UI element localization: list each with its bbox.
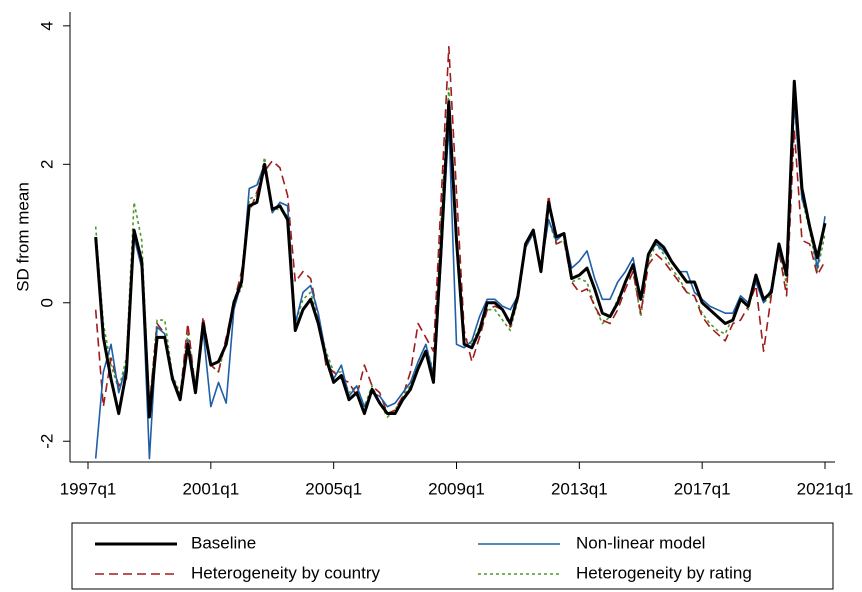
- x-tick-label: 2013q1: [551, 479, 608, 498]
- y-tick-label: 0: [37, 298, 56, 307]
- x-tick-label: 2021q1: [797, 479, 854, 498]
- y-tick-label: 2: [37, 160, 56, 169]
- x-tick-label: 2009q1: [428, 479, 485, 498]
- x-tick-label: 1997q1: [60, 479, 117, 498]
- series-line: [94, 101, 826, 460]
- y-tick-label: 4: [37, 21, 56, 30]
- series-line: [94, 79, 827, 419]
- x-tick-label: 2001q1: [182, 479, 239, 498]
- legend-label: Non-linear model: [576, 533, 705, 552]
- legend-box: [71, 522, 834, 590]
- x-tick-label: 2017q1: [674, 479, 731, 498]
- legend-label: Heterogeneity by country: [191, 563, 380, 582]
- x-tick-label: 2005q1: [305, 479, 362, 498]
- y-axis-title: SD from mean: [13, 182, 32, 292]
- y-tick-label: -2: [37, 434, 56, 449]
- series-line: [94, 45, 826, 415]
- legend-label: Heterogeneity by rating: [576, 563, 752, 582]
- legend-label: Baseline: [191, 533, 256, 552]
